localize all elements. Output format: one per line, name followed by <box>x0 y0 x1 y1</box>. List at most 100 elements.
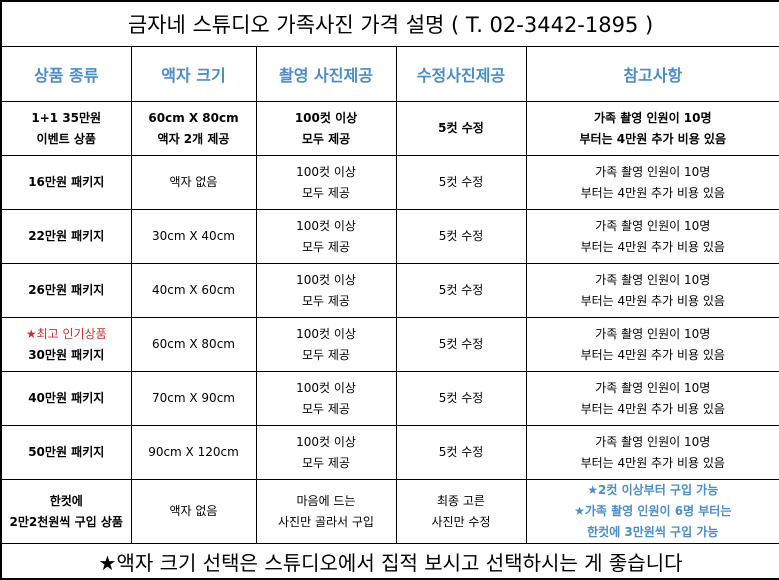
cell-line: 30cm X 40cm <box>132 226 256 247</box>
cell-line: 60cm X 80cm <box>132 334 256 355</box>
cell-line: 26만원 패키지 <box>2 280 131 301</box>
cell-line: 5컷 수정 <box>397 388 526 409</box>
cell-line: 한컷에 <box>2 491 131 512</box>
cell-line: 100컷 이상 <box>257 162 396 183</box>
cell-line: 22만원 패키지 <box>2 226 131 247</box>
table-cell: 26만원 패키지 <box>1 264 131 318</box>
cell-line: 부터는 4만원 추가 비용 있음 <box>527 345 779 366</box>
cell-line: 100컷 이상 <box>257 216 396 237</box>
table-cell: 22만원 패키지 <box>1 210 131 264</box>
title-row: 금자네 스튜디오 가족사진 가격 설명 ( T. 02-3442-1895 ) <box>1 1 779 47</box>
cell-line: 액자 없음 <box>132 501 256 522</box>
cell-line: 100컷 이상 <box>257 270 396 291</box>
table-cell: 5컷 수정 <box>396 264 526 318</box>
header-cell: 참고사항 <box>526 47 779 102</box>
header-cell: 수정사진제공 <box>396 47 526 102</box>
table-cell: 5컷 수정 <box>396 102 526 156</box>
table-cell: 액자 없음 <box>131 156 256 210</box>
cell-line: 가족 촬영 인원이 10명 <box>527 270 779 291</box>
table-cell: 70cm X 90cm <box>131 372 256 426</box>
cell-line: 부터는 4만원 추가 비용 있음 <box>527 183 779 204</box>
header-cell: 액자 크기 <box>131 47 256 102</box>
cell-line: 부터는 4만원 추가 비용 있음 <box>527 129 779 150</box>
footer-row: ★액자 크기 선택은 스튜디오에서 집적 보시고 선택하시는 게 좋습니다 <box>1 544 779 580</box>
title: 금자네 스튜디오 가족사진 가격 설명 ( T. 02-3442-1895 ) <box>1 1 779 47</box>
table-cell: 5컷 수정 <box>396 372 526 426</box>
cell-line: 40cm X 60cm <box>132 280 256 301</box>
cell-line: 가족 촬영 인원이 10명 <box>527 162 779 183</box>
cell-line: ★가족 촬영 인원이 6명 부터는 <box>527 501 779 522</box>
cell-line: 모두 제공 <box>257 453 396 474</box>
cell-line: ★2컷 이상부터 구입 가능 <box>527 480 779 501</box>
cell-line: 16만원 패키지 <box>2 172 131 193</box>
table-cell: 40만원 패키지 <box>1 372 131 426</box>
table-cell: 60cm X 80cm <box>131 318 256 372</box>
footer-note: ★액자 크기 선택은 스튜디오에서 집적 보시고 선택하시는 게 좋습니다 <box>1 544 779 580</box>
cell-line: 5컷 수정 <box>397 172 526 193</box>
cell-line: 가족 촬영 인원이 10명 <box>527 216 779 237</box>
cell-line: 2만2천원씩 구입 상품 <box>2 512 131 533</box>
cell-line: 5컷 수정 <box>397 442 526 463</box>
table-cell: 40cm X 60cm <box>131 264 256 318</box>
cell-line: 부터는 4만원 추가 비용 있음 <box>527 237 779 258</box>
table-cell: 5컷 수정 <box>396 210 526 264</box>
cell-line: 90cm X 120cm <box>132 442 256 463</box>
cell-line: 30만원 패키지 <box>2 345 131 366</box>
table-cell: 90cm X 120cm <box>131 426 256 480</box>
cell-line: 가족 촬영 인원이 10명 <box>527 432 779 453</box>
cell-line: 마음에 드는 <box>257 491 396 512</box>
table-cell: 16만원 패키지 <box>1 156 131 210</box>
cell-line: 5컷 수정 <box>397 334 526 355</box>
cell-line: 100컷 이상 <box>257 432 396 453</box>
cell-line: 가족 촬영 인원이 10명 <box>527 378 779 399</box>
table-cell: 액자 없음 <box>131 480 256 544</box>
cell-line: 부터는 4만원 추가 비용 있음 <box>527 453 779 474</box>
table-cell: 5컷 수정 <box>396 426 526 480</box>
cell-line: 사진만 수정 <box>397 512 526 533</box>
cell-line: 한컷에 3만원씩 구입 가능 <box>527 522 779 543</box>
cell-line: 모두 제공 <box>257 399 396 420</box>
cell-line: 70cm X 90cm <box>132 388 256 409</box>
cell-line: 100컷 이상 <box>257 324 396 345</box>
cell-line: 가족 촬영 인원이 10명 <box>527 108 779 129</box>
cell-line: 1+1 35만원 <box>2 108 131 129</box>
table-cell: 30cm X 40cm <box>131 210 256 264</box>
cell-line: 5컷 수정 <box>397 118 526 139</box>
table-cell: 5컷 수정 <box>396 318 526 372</box>
cell-line: 5컷 수정 <box>397 280 526 301</box>
cell-line: 부터는 4만원 추가 비용 있음 <box>527 291 779 312</box>
cell-line: 액자 없음 <box>132 172 256 193</box>
cell-line: ★최고 인기상품 <box>2 324 131 345</box>
cell-line: 최종 고른 <box>397 491 526 512</box>
cell-line: 모두 제공 <box>257 291 396 312</box>
cell-line: 모두 제공 <box>257 345 396 366</box>
cell-line: 모두 제공 <box>257 129 396 150</box>
cell-line: 이벤트 상품 <box>2 129 131 150</box>
header-cell: 상품 종류 <box>1 47 131 102</box>
